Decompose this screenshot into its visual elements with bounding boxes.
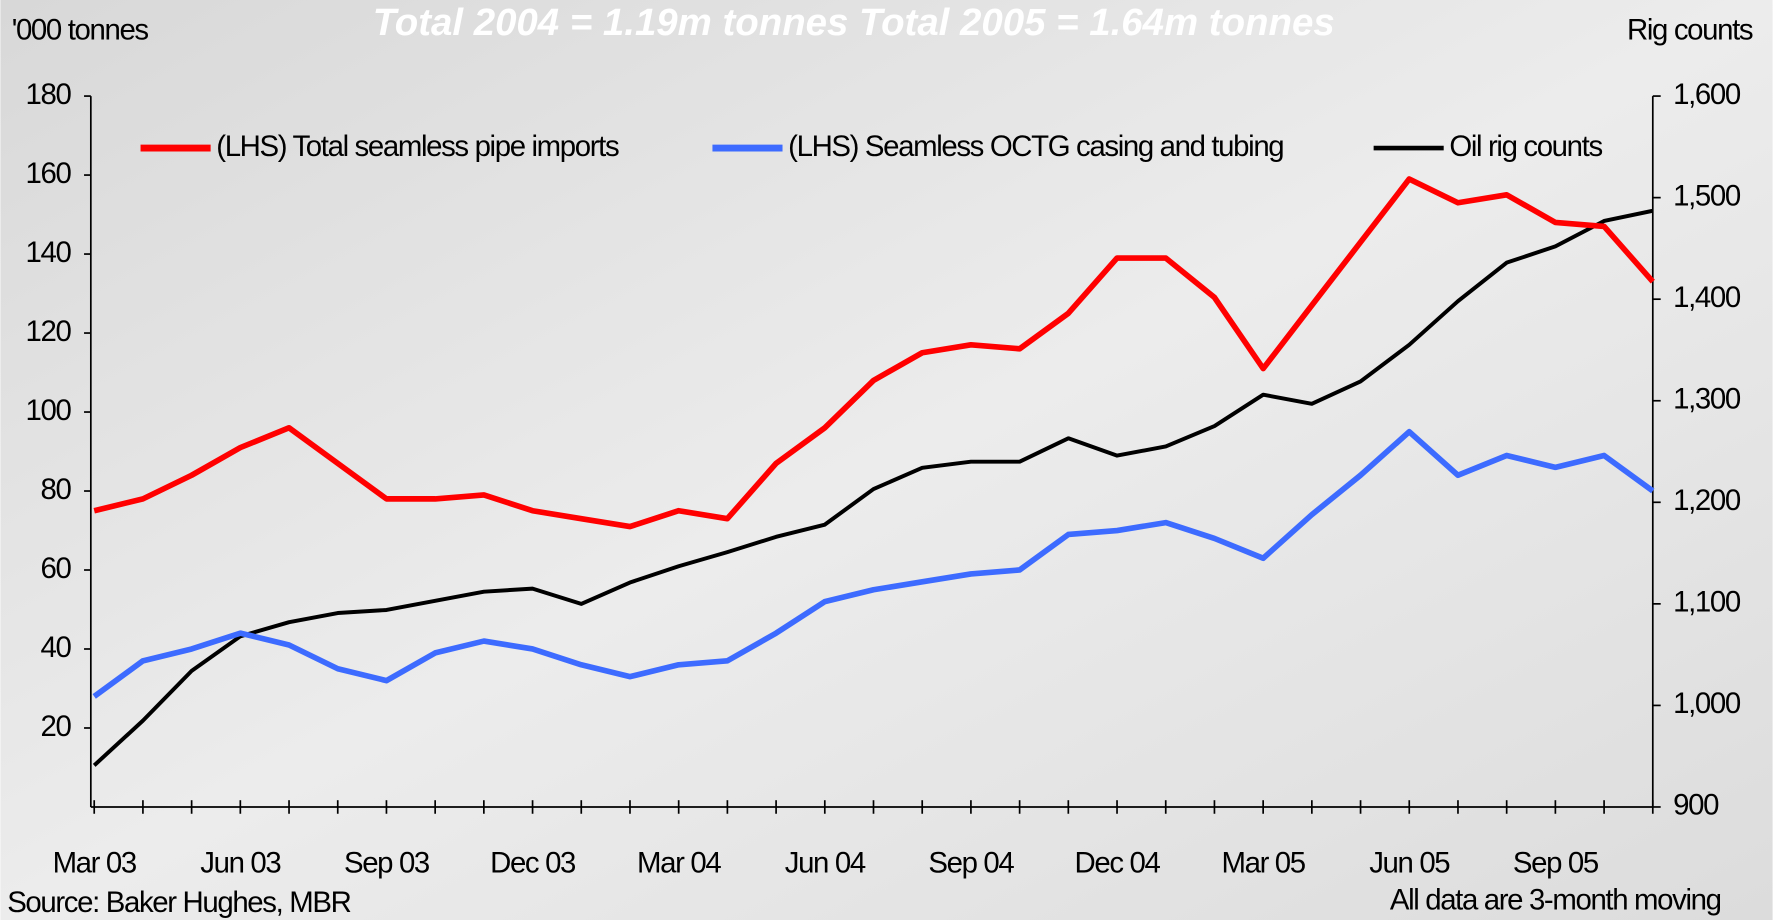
x-tick-label: Jun 04 xyxy=(785,846,866,879)
y-tick-label: 100 xyxy=(26,394,72,427)
x-tick-label: Sep 04 xyxy=(928,846,1014,879)
y-tick-label: 120 xyxy=(26,315,72,348)
x-tick-label: Mar 04 xyxy=(637,846,721,879)
y-tick-label: 80 xyxy=(41,473,72,506)
source: Source: Baker Hughes, MBR xyxy=(7,886,350,919)
y2-tick-label: 1,400 xyxy=(1673,281,1741,314)
x-tick-label: Jun 05 xyxy=(1369,846,1450,879)
legend-label: Oil rig counts xyxy=(1449,130,1602,163)
y-tick-label: 180 xyxy=(26,78,72,111)
x-tick-label: Sep 03 xyxy=(344,846,430,879)
y-axis-label: '000 tonnes xyxy=(12,13,149,46)
series-line xyxy=(92,428,1655,699)
x-tick-label: Jun 03 xyxy=(200,846,281,879)
y2-tick-label: 900 xyxy=(1673,789,1719,822)
y2-tick-label: 1,500 xyxy=(1673,179,1741,212)
x-tick-label: Sep 05 xyxy=(1513,846,1599,879)
y2-tick-label: 1,300 xyxy=(1673,383,1741,416)
y2-tick-label: 1,200 xyxy=(1673,484,1741,517)
x-tick-label: Dec 03 xyxy=(490,846,576,879)
y-tick-label: 60 xyxy=(41,552,72,585)
x-tick-label: Dec 04 xyxy=(1075,846,1161,879)
note: All data are 3-month moving xyxy=(1390,884,1721,917)
x-tick-label: Mar 03 xyxy=(53,846,137,879)
x-tick-label: Mar 05 xyxy=(1221,846,1305,879)
chart-title: Total 2004 = 1.19m tonnes Total 2005 = 1… xyxy=(373,1,1335,44)
y-tick-label: 160 xyxy=(26,157,72,190)
y-tick-label: 20 xyxy=(41,710,72,743)
legend-label: (LHS) Seamless OCTG casing and tubing xyxy=(788,130,1283,163)
series-line xyxy=(92,208,1654,767)
legend-label: (LHS) Total seamless pipe imports xyxy=(216,130,619,163)
y-tick-label: 40 xyxy=(41,631,72,664)
y-tick-label: 140 xyxy=(26,236,72,269)
y2-tick-label: 1,100 xyxy=(1673,586,1741,619)
y2-tick-label: 1,600 xyxy=(1673,78,1741,111)
y2-tick-label: 1,000 xyxy=(1673,687,1741,720)
y2-axis-label: Rig counts xyxy=(1627,13,1753,46)
series-line xyxy=(93,176,1655,530)
plot-area: 20 40 60 80 100 120 140 160 180 900 1,000 1,100 1,20… xyxy=(26,78,1743,880)
